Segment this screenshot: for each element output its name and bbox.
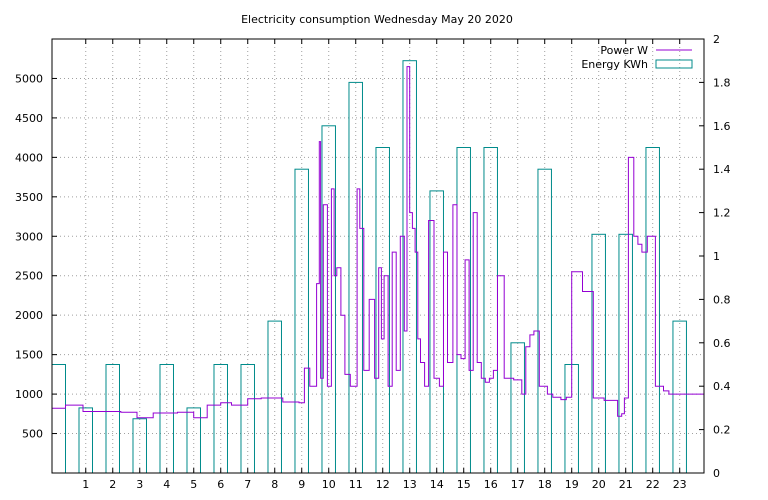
x-tick-label: 16 bbox=[484, 478, 498, 491]
energy-bar bbox=[240, 364, 255, 474]
y-tick-label: 1500 bbox=[15, 349, 43, 362]
energy-bars bbox=[51, 60, 687, 474]
energy-bar bbox=[213, 364, 228, 474]
y2-tick-label: 0.6 bbox=[713, 337, 731, 350]
y2-tick-label: 0.2 bbox=[713, 424, 731, 437]
x-tick-label: 8 bbox=[271, 478, 278, 491]
legend-power-label: Power W bbox=[600, 44, 648, 57]
axis-ticks: 1 2 3 4 5 6 7 8 9 10 11 12 13 14 15 16 17 18 19 20 21 22 23500… bbox=[15, 33, 731, 491]
grid-lines bbox=[52, 39, 704, 473]
plot-border bbox=[51, 38, 705, 474]
y2-tick-label: 0.8 bbox=[713, 293, 731, 306]
y-tick-label: 2000 bbox=[15, 309, 43, 322]
x-tick-label: 13 bbox=[403, 478, 417, 491]
legend: Power W Energy KWh bbox=[581, 44, 693, 71]
y-tick-label: 5000 bbox=[15, 72, 43, 85]
y2-tick-label: 1.8 bbox=[713, 76, 731, 89]
energy-bar bbox=[51, 364, 66, 474]
x-tick-label: 20 bbox=[592, 478, 606, 491]
x-tick-label: 18 bbox=[538, 478, 552, 491]
energy-bar bbox=[159, 364, 174, 474]
x-tick-label: 7 bbox=[244, 478, 251, 491]
x-tick-label: 14 bbox=[430, 478, 444, 491]
y2-tick-label: 1.4 bbox=[713, 163, 731, 176]
y-tick-label: 4500 bbox=[15, 112, 43, 125]
power-line-group bbox=[52, 66, 704, 419]
y2-tick-label: 1.6 bbox=[713, 120, 731, 133]
legend-energy-label: Energy KWh bbox=[581, 58, 648, 71]
y-tick-label: 3500 bbox=[15, 191, 43, 204]
legend-energy-box bbox=[655, 59, 693, 69]
energy-bar bbox=[348, 81, 363, 474]
y2-tick-label: 0.4 bbox=[713, 380, 731, 393]
y2-tick-label: 1 bbox=[713, 250, 720, 263]
power-line bbox=[52, 66, 704, 419]
x-tick-label: 10 bbox=[322, 478, 336, 491]
energy-bar bbox=[105, 364, 120, 474]
x-tick-label: 19 bbox=[565, 478, 579, 491]
x-tick-label: 12 bbox=[376, 478, 390, 491]
x-tick-label: 11 bbox=[349, 478, 363, 491]
x-tick-label: 15 bbox=[457, 478, 471, 491]
y-tick-label: 3000 bbox=[15, 230, 43, 243]
x-tick-label: 9 bbox=[298, 478, 305, 491]
energy-bar bbox=[618, 233, 633, 474]
energy-bar bbox=[591, 233, 606, 474]
x-tick-label: 22 bbox=[646, 478, 660, 491]
x-tick-label: 1 bbox=[82, 478, 89, 491]
energy-bar bbox=[375, 147, 390, 474]
x-tick-label: 17 bbox=[511, 478, 525, 491]
y2-tick-label: 2 bbox=[713, 33, 720, 46]
x-tick-label: 2 bbox=[109, 478, 116, 491]
x-tick-label: 6 bbox=[217, 478, 224, 491]
y2-tick-label: 1.2 bbox=[713, 207, 731, 220]
energy-bar bbox=[483, 147, 498, 474]
y2-tick-label: 0 bbox=[713, 467, 720, 480]
y-tick-label: 4000 bbox=[15, 151, 43, 164]
x-tick-label: 5 bbox=[190, 478, 197, 491]
energy-bar bbox=[132, 418, 147, 474]
x-tick-label: 21 bbox=[619, 478, 633, 491]
x-tick-label: 23 bbox=[673, 478, 687, 491]
y-tick-label: 1000 bbox=[15, 388, 43, 401]
x-tick-label: 4 bbox=[163, 478, 170, 491]
y-tick-label: 500 bbox=[22, 428, 43, 441]
chart-title: Electricity consumption Wednesday May 20… bbox=[241, 13, 513, 26]
x-tick-label: 3 bbox=[136, 478, 143, 491]
y-tick-label: 2500 bbox=[15, 270, 43, 283]
